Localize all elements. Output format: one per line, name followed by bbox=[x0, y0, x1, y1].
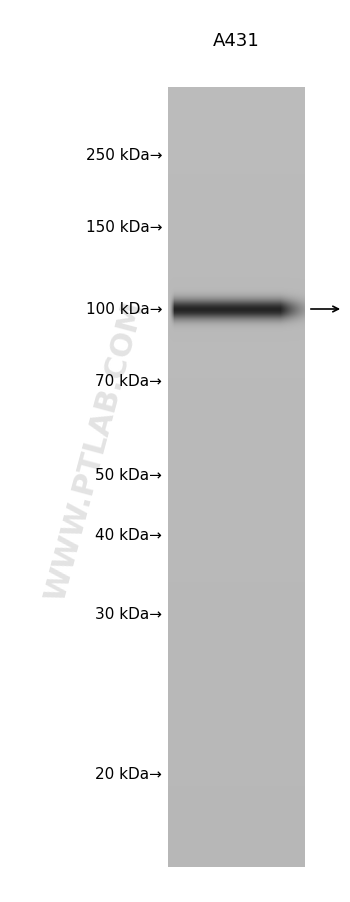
Text: 40 kDa→: 40 kDa→ bbox=[95, 528, 162, 543]
Text: 70 kDa→: 70 kDa→ bbox=[95, 374, 162, 389]
Text: 150 kDa→: 150 kDa→ bbox=[85, 220, 162, 235]
Text: 50 kDa→: 50 kDa→ bbox=[95, 468, 162, 483]
Text: 100 kDa→: 100 kDa→ bbox=[85, 302, 162, 318]
Text: 20 kDa→: 20 kDa→ bbox=[95, 767, 162, 782]
Text: 30 kDa→: 30 kDa→ bbox=[95, 607, 162, 621]
Text: WWW.PTLAB.COM: WWW.PTLAB.COM bbox=[41, 298, 148, 604]
Text: 250 kDa→: 250 kDa→ bbox=[85, 147, 162, 162]
Text: A431: A431 bbox=[213, 32, 260, 50]
